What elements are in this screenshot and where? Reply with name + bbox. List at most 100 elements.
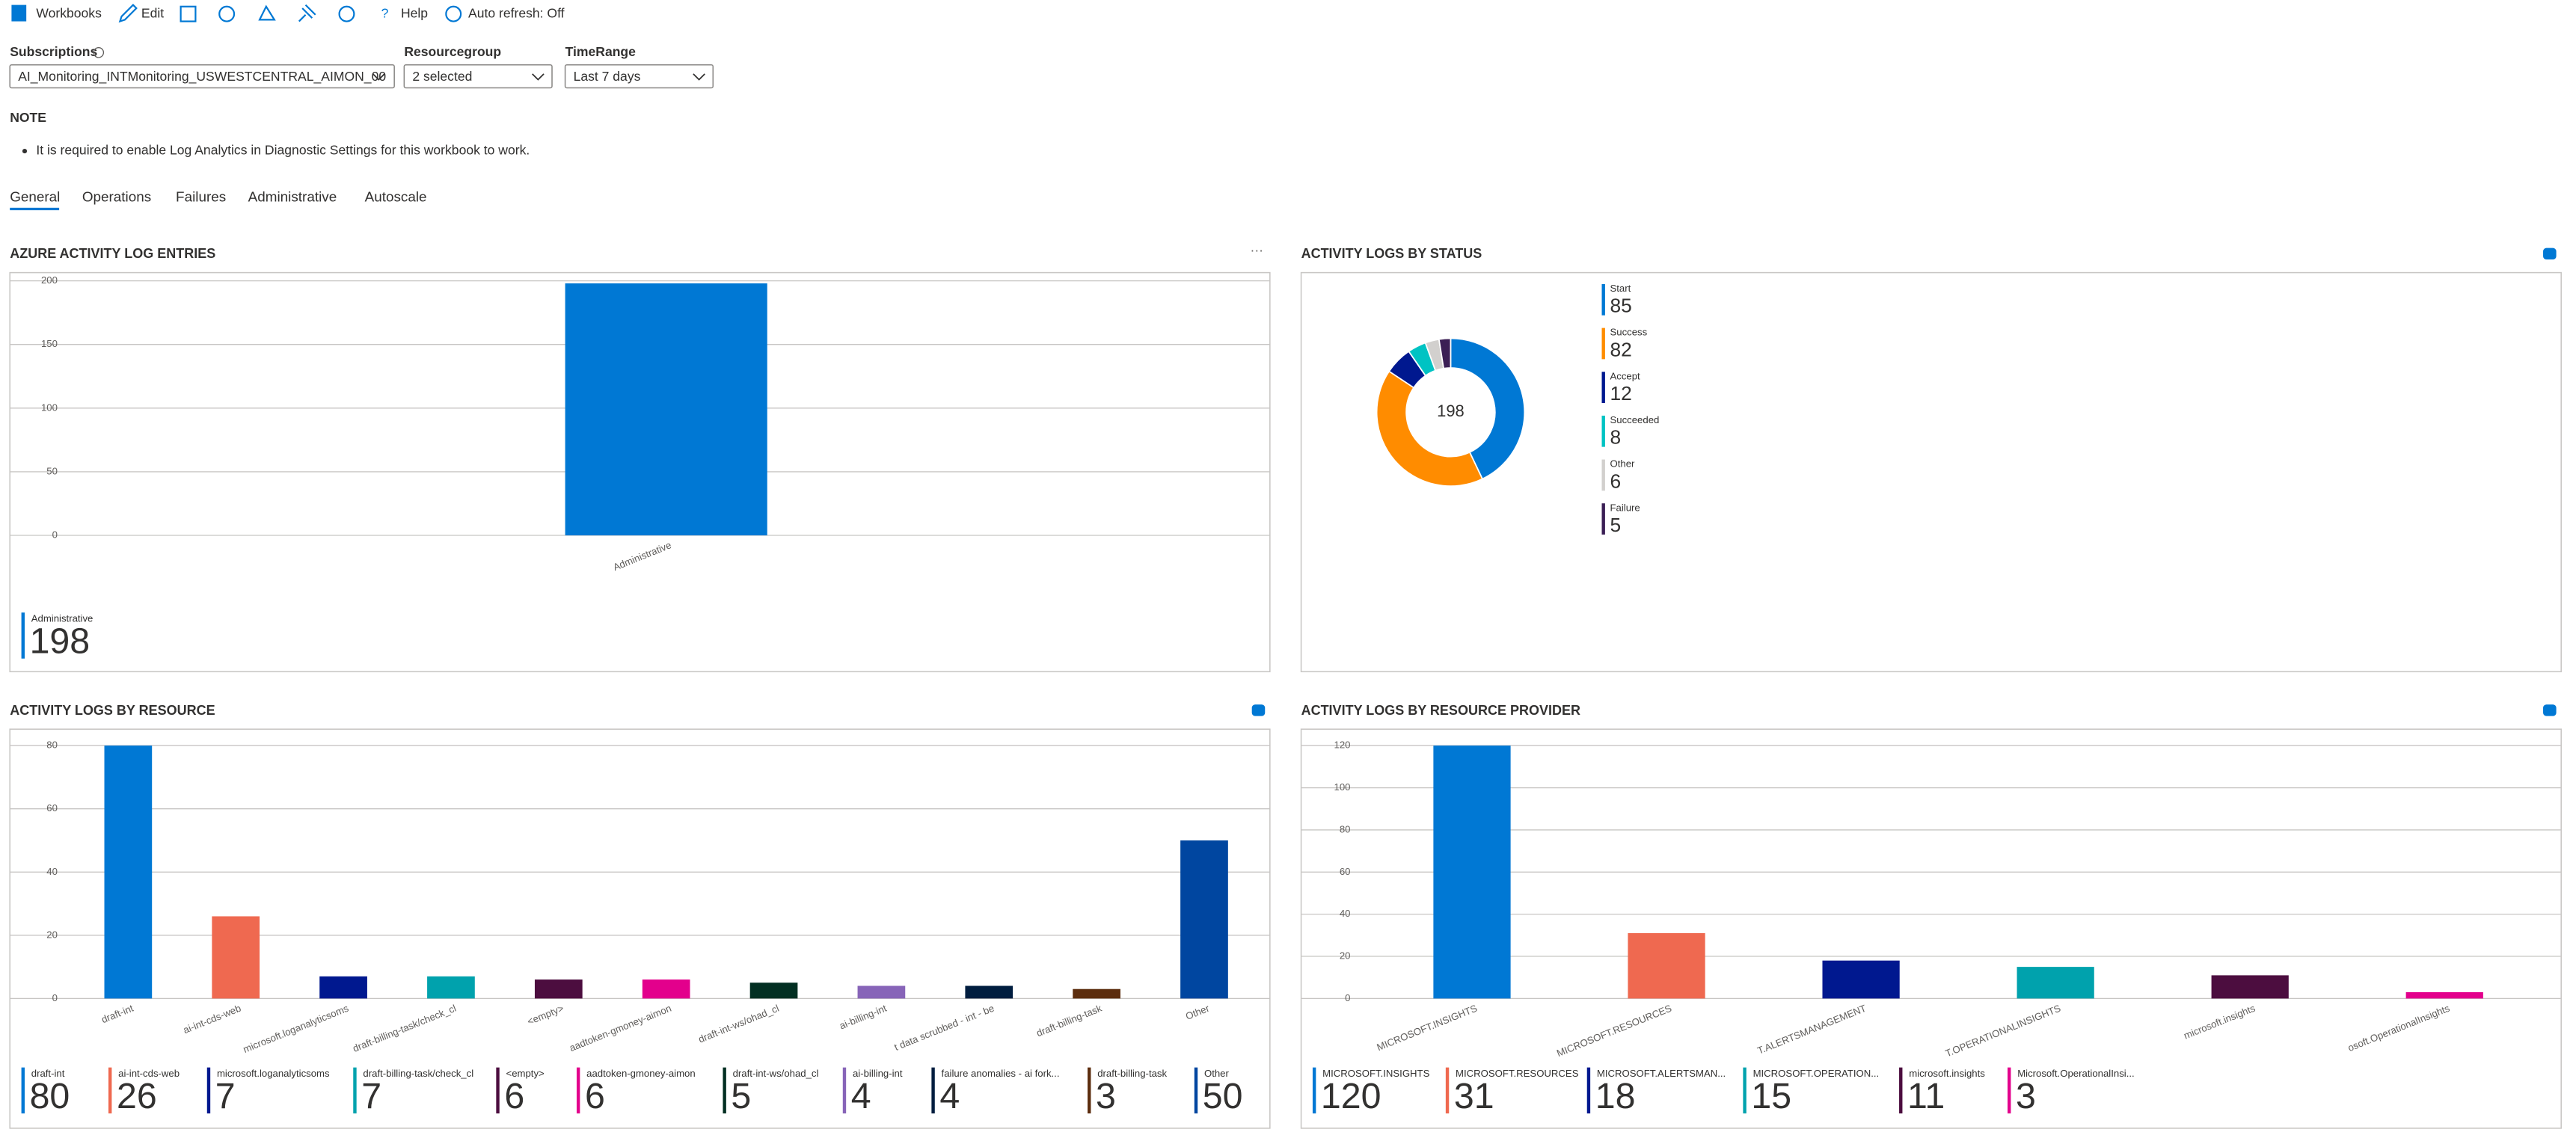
panel-title: ACTIVITY LOGS BY STATUS <box>1301 246 1482 261</box>
chevron <box>693 73 705 81</box>
feedback-button[interactable] <box>338 5 355 22</box>
bar <box>642 980 690 999</box>
legend-swatch <box>496 1067 500 1114</box>
chevron <box>532 73 545 81</box>
dropdown[interactable] <box>564 64 714 89</box>
legend-value: 3 <box>1096 1076 1116 1116</box>
legend-value: 26 <box>117 1076 157 1116</box>
bar <box>965 985 1013 999</box>
legend-value: 198 <box>30 621 91 662</box>
legend-swatch <box>21 612 25 659</box>
panel-title: ACTIVITY LOGS BY RESOURCE <box>10 703 215 718</box>
legend-swatch <box>21 1067 25 1114</box>
donut-segment <box>1450 337 1526 480</box>
y-tick-label: 150 <box>41 338 58 349</box>
bar <box>749 982 798 999</box>
legend-value: 31 <box>1454 1076 1494 1116</box>
tab[interactable]: Administrative <box>248 190 337 206</box>
panel-title: AZURE ACTIVITY LOG ENTRIES <box>10 246 215 261</box>
param-label: TimeRange <box>565 44 637 59</box>
legend-swatch <box>1088 1067 1091 1114</box>
bar <box>2017 967 2094 999</box>
legend-label: microsoft.loganalyticsoms <box>217 1068 330 1079</box>
legend-label: Failure <box>1610 502 1640 513</box>
share-button[interactable] <box>258 4 276 21</box>
legend-swatch <box>1601 283 1605 316</box>
toolbar: Workbooks Edit ? Help Auto refresh: Off <box>11 4 565 23</box>
more-button[interactable]: ··· <box>1250 243 1263 258</box>
legend-label: microsoft.insights <box>1909 1068 1985 1079</box>
legend-value: 85 <box>1610 295 1631 317</box>
refresh-button[interactable] <box>218 5 236 22</box>
legend-value: 6 <box>504 1076 524 1116</box>
legend-swatch <box>1586 1067 1591 1114</box>
legend-value: 15 <box>1751 1076 1791 1116</box>
bar <box>1628 933 1705 999</box>
legend-value: 120 <box>1321 1076 1381 1116</box>
panel-title: ACTIVITY LOGS BY RESOURCE PROVIDER <box>1301 703 1580 718</box>
legend-value: 18 <box>1595 1076 1636 1116</box>
panel <box>1300 728 2562 1129</box>
tab[interactable]: Autoscale <box>365 190 427 206</box>
legend-value: 7 <box>361 1076 381 1116</box>
y-tick-label: 0 <box>1345 992 1350 1003</box>
legend-label: MICROSOFT.ALERTSMAN... <box>1597 1068 1726 1079</box>
legend-swatch <box>2008 1067 2011 1114</box>
legend-value: 5 <box>731 1076 751 1116</box>
donut-segment <box>1376 370 1484 487</box>
note-text: It is required to enable Log Analytics i… <box>36 143 530 158</box>
legend-swatch <box>353 1067 357 1114</box>
legend-label: MICROSOFT.RESOURCES <box>1456 1068 1579 1079</box>
legend-value: 4 <box>939 1076 960 1116</box>
bar <box>212 916 260 999</box>
save-button[interactable] <box>180 5 197 22</box>
legend-label: ai-int-cds-web <box>118 1068 180 1079</box>
legend-label: <empty> <box>506 1068 545 1079</box>
toolbar-item[interactable]: Workbooks <box>36 5 102 20</box>
legend-value: 6 <box>1610 470 1621 492</box>
bar <box>857 985 906 999</box>
legend-value: 11 <box>1907 1076 1945 1116</box>
y-tick-label: 100 <box>41 402 58 413</box>
panel <box>1300 271 2562 673</box>
legend-value: 50 <box>1203 1076 1243 1116</box>
legend-swatch <box>1601 327 1605 360</box>
tab[interactable]: Failures <box>176 190 226 206</box>
y-tick-label: 20 <box>46 929 58 940</box>
logs-icon[interactable] <box>2543 704 2557 716</box>
y-tick-label: 50 <box>46 465 58 476</box>
bar <box>319 976 367 999</box>
toolbar-item[interactable]: Auto refresh: Off <box>468 5 565 20</box>
legend-swatch <box>931 1067 935 1114</box>
legend-label: MICROSOFT.OPERATION... <box>1753 1068 1880 1079</box>
pin-button[interactable] <box>298 4 316 22</box>
y-tick-label: 0 <box>52 529 58 541</box>
legend-label: draft-billing-task <box>1097 1068 1167 1079</box>
tabs: General Operations Failures Administrati… <box>10 190 427 211</box>
logs-icon[interactable] <box>2543 247 2557 260</box>
bar <box>1180 840 1228 999</box>
y-tick-label: 100 <box>1334 781 1351 793</box>
legend-label: draft-int <box>31 1068 65 1079</box>
legend-label: aadtoken-gmoney-aimon <box>586 1068 696 1079</box>
toolbar-item[interactable]: Help <box>401 5 428 20</box>
logs-icon[interactable] <box>1251 704 1266 716</box>
legend-label: draft-int-ws/ohad_cl <box>733 1068 819 1079</box>
legend-label: Succeeded <box>1610 414 1659 425</box>
tab[interactable]: Operations <box>82 190 151 206</box>
clock-icon <box>445 5 462 22</box>
dropdown-value: 2 selected <box>412 69 472 84</box>
dropdown[interactable] <box>9 64 395 89</box>
dropdown-value: Last 7 days <box>574 69 641 84</box>
legend-label: Other <box>1610 458 1635 470</box>
legend-swatch <box>1601 372 1605 403</box>
bar <box>427 976 475 999</box>
info-icon <box>93 47 105 58</box>
toolbar-item[interactable]: Edit <box>141 5 164 20</box>
legend-value: 4 <box>851 1076 871 1116</box>
legend-swatch <box>842 1067 847 1114</box>
tab[interactable]: General <box>10 190 60 206</box>
dropdown[interactable] <box>403 64 553 89</box>
legend-swatch <box>206 1067 211 1114</box>
